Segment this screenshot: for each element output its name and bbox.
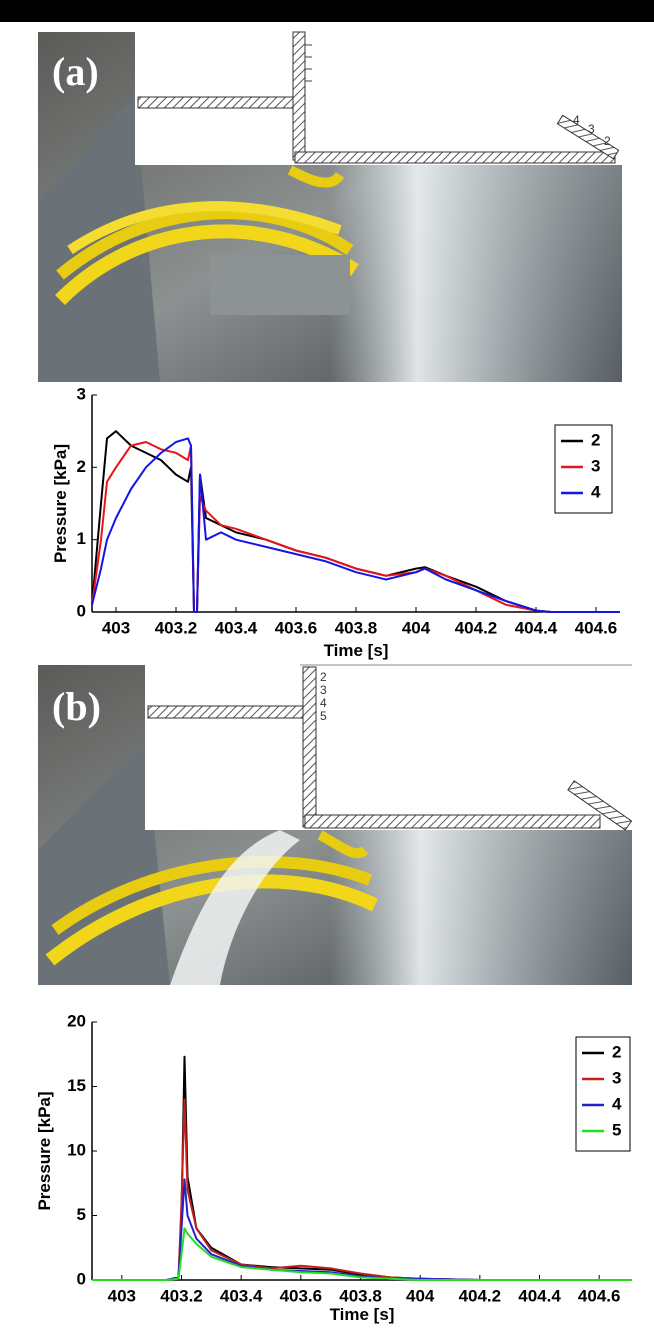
y-tick-label: 10 <box>67 1140 86 1159</box>
x-tick-label: 403.4 <box>215 618 258 637</box>
y-tick-label: 1 <box>77 529 86 548</box>
x-tick-label: 403.2 <box>160 1286 203 1305</box>
x-tick-label: 403.4 <box>220 1286 263 1305</box>
y-tick-label: 20 <box>67 1011 86 1030</box>
legend-box <box>554 424 613 514</box>
legend-label: 2 <box>612 1042 621 1061</box>
y-tick-label: 15 <box>67 1076 86 1095</box>
x-tick-label: 404.4 <box>518 1286 561 1305</box>
sensor-label: 3 <box>588 122 595 136</box>
y-tick-label: 5 <box>77 1205 86 1224</box>
x-tick-label: 403.2 <box>155 618 198 637</box>
photo-a: (a) 4 3 2 <box>38 31 622 382</box>
x-tick-label: 404 <box>406 1286 435 1305</box>
series-line <box>92 1227 632 1281</box>
sensor-label: 4 <box>573 113 580 127</box>
x-axis-label: Time [s] <box>324 641 389 660</box>
sensor-label: 4 <box>320 696 327 710</box>
x-tick-label: 403.8 <box>335 618 378 637</box>
legend-label: 3 <box>612 1068 621 1087</box>
x-tick-label: 404.2 <box>459 1286 502 1305</box>
x-tick-label: 404 <box>402 618 431 637</box>
x-tick-label: 403.6 <box>280 1286 323 1305</box>
y-tick-label: 3 <box>77 384 86 403</box>
legend-label: 2 <box>591 430 600 449</box>
series-line <box>92 1098 632 1281</box>
x-tick-label: 403.6 <box>275 618 318 637</box>
sensor-label: 2 <box>320 670 327 684</box>
series-line <box>91 430 620 613</box>
series-line <box>92 1055 632 1281</box>
x-tick-label: 403 <box>102 618 130 637</box>
y-axis-label: Pressure [kPa] <box>51 444 70 563</box>
y-axis-label: Pressure [kPa] <box>35 1091 54 1210</box>
y-tick-label: 0 <box>77 601 86 620</box>
sensor-label: 5 <box>320 709 327 723</box>
x-tick-label: 403 <box>108 1286 136 1305</box>
panel-label: (a) <box>52 49 99 94</box>
series-line <box>92 1178 632 1281</box>
legend-label: 4 <box>612 1094 622 1113</box>
top-bar <box>0 0 654 22</box>
series-line <box>91 441 620 613</box>
x-tick-label: 404.6 <box>575 618 618 637</box>
panel-label: (b) <box>52 684 101 729</box>
y-tick-label: 0 <box>77 1269 86 1288</box>
y-tick-label: 2 <box>77 457 86 476</box>
x-tick-label: 404.2 <box>455 618 498 637</box>
x-tick-label: 404.6 <box>578 1286 621 1305</box>
sensor-label: 3 <box>320 683 327 697</box>
legend-label: 4 <box>591 482 601 501</box>
sensor-label: 2 <box>604 134 611 148</box>
series-line <box>91 437 620 613</box>
x-axis-label: Time [s] <box>330 1305 395 1324</box>
photo-b: (b) 2 3 4 5 <box>38 664 633 985</box>
x-tick-label: 404.4 <box>515 618 558 637</box>
legend-label: 3 <box>591 456 600 475</box>
legend-label: 5 <box>612 1120 621 1139</box>
x-tick-label: 403.8 <box>339 1286 382 1305</box>
